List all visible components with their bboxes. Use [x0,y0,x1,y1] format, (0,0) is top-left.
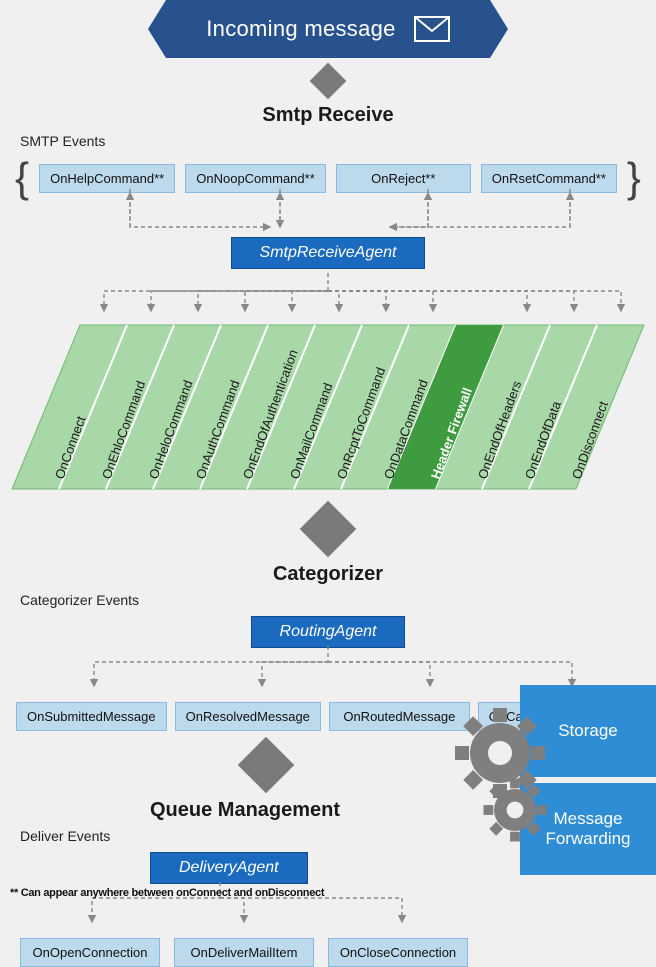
brace-open: { [15,157,29,199]
event-box: OnCloseConnection [328,938,468,967]
band-slot: OnHeloCommand [146,378,196,481]
mail-icon [414,16,450,42]
connector-diamond [310,63,347,100]
band-slot: OnDisconnect [569,399,611,481]
smtp-events-label: SMTP Events [20,133,646,149]
event-box: OnResolvedMessage [175,702,321,731]
band-slot: OnRcptToCommand [334,365,388,481]
smtp-title: Smtp Receive [10,104,646,127]
event-box: OnReject** [336,164,471,193]
event-box: OnHelpCommand** [39,164,175,193]
smtp-top-events: { OnHelpCommand** OnNoopCommand** OnReje… [10,157,646,199]
event-box: OnSubmittedMessage [16,702,167,731]
connector-diamond [238,737,295,794]
deliver-events: OnOpenConnection OnDeliverMailItem OnClo… [20,938,646,967]
band-slot: OnDataCommand [381,377,431,481]
storage-block: Storage Message Forwarding [496,685,656,885]
cat-events-label: Categorizer Events [20,592,646,608]
band-slot: OnEndOfHeaders [475,379,524,481]
event-box: OnRsetCommand** [481,164,617,193]
band-slot: OnConnect [52,414,89,481]
band-slot: OnMailCommand [287,381,336,481]
incoming-banner: Incoming message [148,0,508,58]
brace-close: } [627,157,641,199]
delivery-agent: DeliveryAgent [150,852,308,884]
band-slot: Header Firewall [428,386,475,481]
banner-text: Incoming message [206,16,395,42]
band-slot: OnEhloCommand [99,379,148,481]
connector-diamond [300,501,357,558]
event-box: OnDeliverMailItem [174,938,314,967]
band-slot: OnEndOfData [522,399,564,481]
smtp-band: OnConnect OnEhloCommandOnHeloCommandOnAut… [28,317,628,495]
cat-title: Categorizer [10,563,646,586]
footnote: ** Can appear anywhere between onConnect… [10,887,324,899]
gear-icon [480,775,550,845]
band-slot: OnAuthCommand [193,378,243,481]
routing-agent: RoutingAgent [251,616,406,648]
event-box: OnRoutedMessage [329,702,470,731]
event-box: OnOpenConnection [20,938,160,967]
smtp-agent: SmtpReceiveAgent [231,237,426,269]
event-box: OnNoopCommand** [185,164,326,193]
